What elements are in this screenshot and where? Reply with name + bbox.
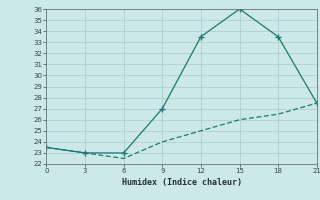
X-axis label: Humidex (Indice chaleur): Humidex (Indice chaleur) [122,178,242,187]
